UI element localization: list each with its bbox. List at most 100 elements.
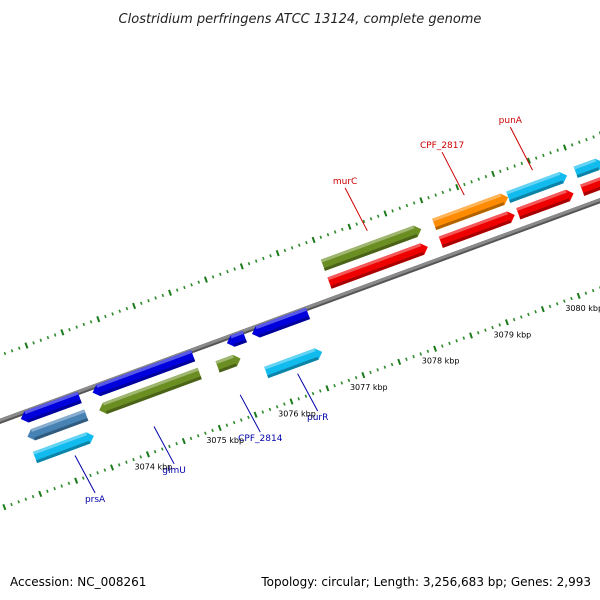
minor-tick xyxy=(326,232,330,237)
minor-tick xyxy=(455,339,458,343)
minor-tick xyxy=(584,291,588,295)
feature-highlight xyxy=(102,367,199,406)
gene-feature xyxy=(580,176,600,196)
feature-shade xyxy=(519,198,571,220)
feature-shade xyxy=(258,316,311,338)
minor-tick xyxy=(140,301,143,305)
major-tick xyxy=(540,305,545,313)
tick-marks xyxy=(2,131,600,511)
feature-shade xyxy=(105,376,202,414)
major-tick xyxy=(325,385,330,392)
feature-body xyxy=(432,193,509,231)
minor-tick xyxy=(197,280,201,284)
feature-shade xyxy=(27,400,82,423)
minor-tick xyxy=(412,201,416,205)
minor-tick xyxy=(341,227,344,232)
scale-label: 3076 kbp xyxy=(278,410,316,419)
feature-highlight xyxy=(516,189,567,211)
minor-tick xyxy=(154,296,157,300)
scale-label: 3078 kbp xyxy=(422,357,460,366)
minor-tick xyxy=(226,269,229,274)
minor-tick xyxy=(463,182,466,187)
minor-tick xyxy=(427,196,430,200)
minor-tick xyxy=(520,161,524,166)
gene-leader-line xyxy=(297,373,319,412)
minor-tick xyxy=(275,405,279,409)
minor-tick xyxy=(262,256,265,261)
minor-tick xyxy=(132,457,135,462)
minor-tick xyxy=(319,235,323,239)
feature-shade xyxy=(435,202,505,231)
minor-tick xyxy=(68,328,71,332)
minor-tick xyxy=(513,164,516,168)
feature-highlight xyxy=(327,243,422,281)
minor-tick xyxy=(506,166,509,171)
minor-tick xyxy=(570,296,573,301)
gene-leader-line xyxy=(239,394,261,433)
minor-tick xyxy=(283,402,286,406)
gene-label: CPF_2814 xyxy=(238,434,283,444)
minor-tick xyxy=(362,219,366,224)
gene-feature xyxy=(27,409,89,441)
minor-tick xyxy=(448,188,452,192)
minor-tick xyxy=(297,397,300,401)
minor-tick xyxy=(89,473,92,478)
feature-body xyxy=(252,307,311,338)
gene-feature xyxy=(327,243,428,289)
minor-tick xyxy=(405,203,409,208)
feature-highlight xyxy=(24,391,79,415)
minor-tick xyxy=(556,148,559,152)
gene-feature xyxy=(573,158,600,178)
minor-tick xyxy=(570,143,574,147)
scale-label: 3074 kbp xyxy=(135,462,173,471)
major-tick xyxy=(576,292,581,300)
gene-labels: prsA glmU CPF_2814 purR murC CPF_2817 punA xyxy=(74,116,533,505)
minor-tick xyxy=(17,346,21,350)
gene-label: punA xyxy=(499,116,523,126)
minor-tick xyxy=(75,325,78,329)
gene-feature xyxy=(215,354,241,373)
minor-tick xyxy=(398,206,402,210)
major-tick xyxy=(361,371,366,379)
minor-tick xyxy=(318,389,322,393)
feature-body xyxy=(516,189,574,220)
minor-tick xyxy=(470,180,473,184)
major-tick xyxy=(217,424,222,432)
minor-tick xyxy=(462,336,466,340)
feature-highlight xyxy=(215,354,234,365)
minor-tick xyxy=(32,341,35,345)
minor-tick xyxy=(311,391,315,396)
minor-tick xyxy=(484,174,488,179)
feature-highlight xyxy=(255,307,307,330)
feature-shade xyxy=(583,185,600,196)
minor-tick xyxy=(484,328,487,332)
minor-tick xyxy=(247,262,251,266)
minor-tick xyxy=(189,436,193,441)
feature-shade xyxy=(36,440,91,464)
minor-tick xyxy=(542,153,545,158)
minor-tick xyxy=(247,415,250,419)
minor-tick xyxy=(499,169,502,173)
minor-tick xyxy=(290,246,294,250)
major-tick xyxy=(168,289,172,296)
feature-body xyxy=(320,225,422,271)
major-tick xyxy=(132,302,137,310)
gene-feature xyxy=(92,350,196,397)
feature-highlight xyxy=(438,211,509,240)
minor-tick xyxy=(31,494,35,499)
minor-tick xyxy=(103,468,107,472)
minor-tick xyxy=(211,275,215,279)
map-title: Clostridium perfringens ATCC 13124, comp… xyxy=(119,12,482,27)
minor-tick xyxy=(175,442,178,446)
major-tick xyxy=(181,437,186,445)
minor-tick xyxy=(111,312,114,316)
feature-shade xyxy=(441,219,512,248)
major-tick xyxy=(74,477,79,484)
minor-tick xyxy=(441,190,445,195)
minor-tick xyxy=(441,344,444,348)
minor-tick xyxy=(225,423,229,427)
minor-tick xyxy=(139,455,143,459)
gene-label: purR xyxy=(307,413,328,423)
minor-tick xyxy=(204,431,207,435)
